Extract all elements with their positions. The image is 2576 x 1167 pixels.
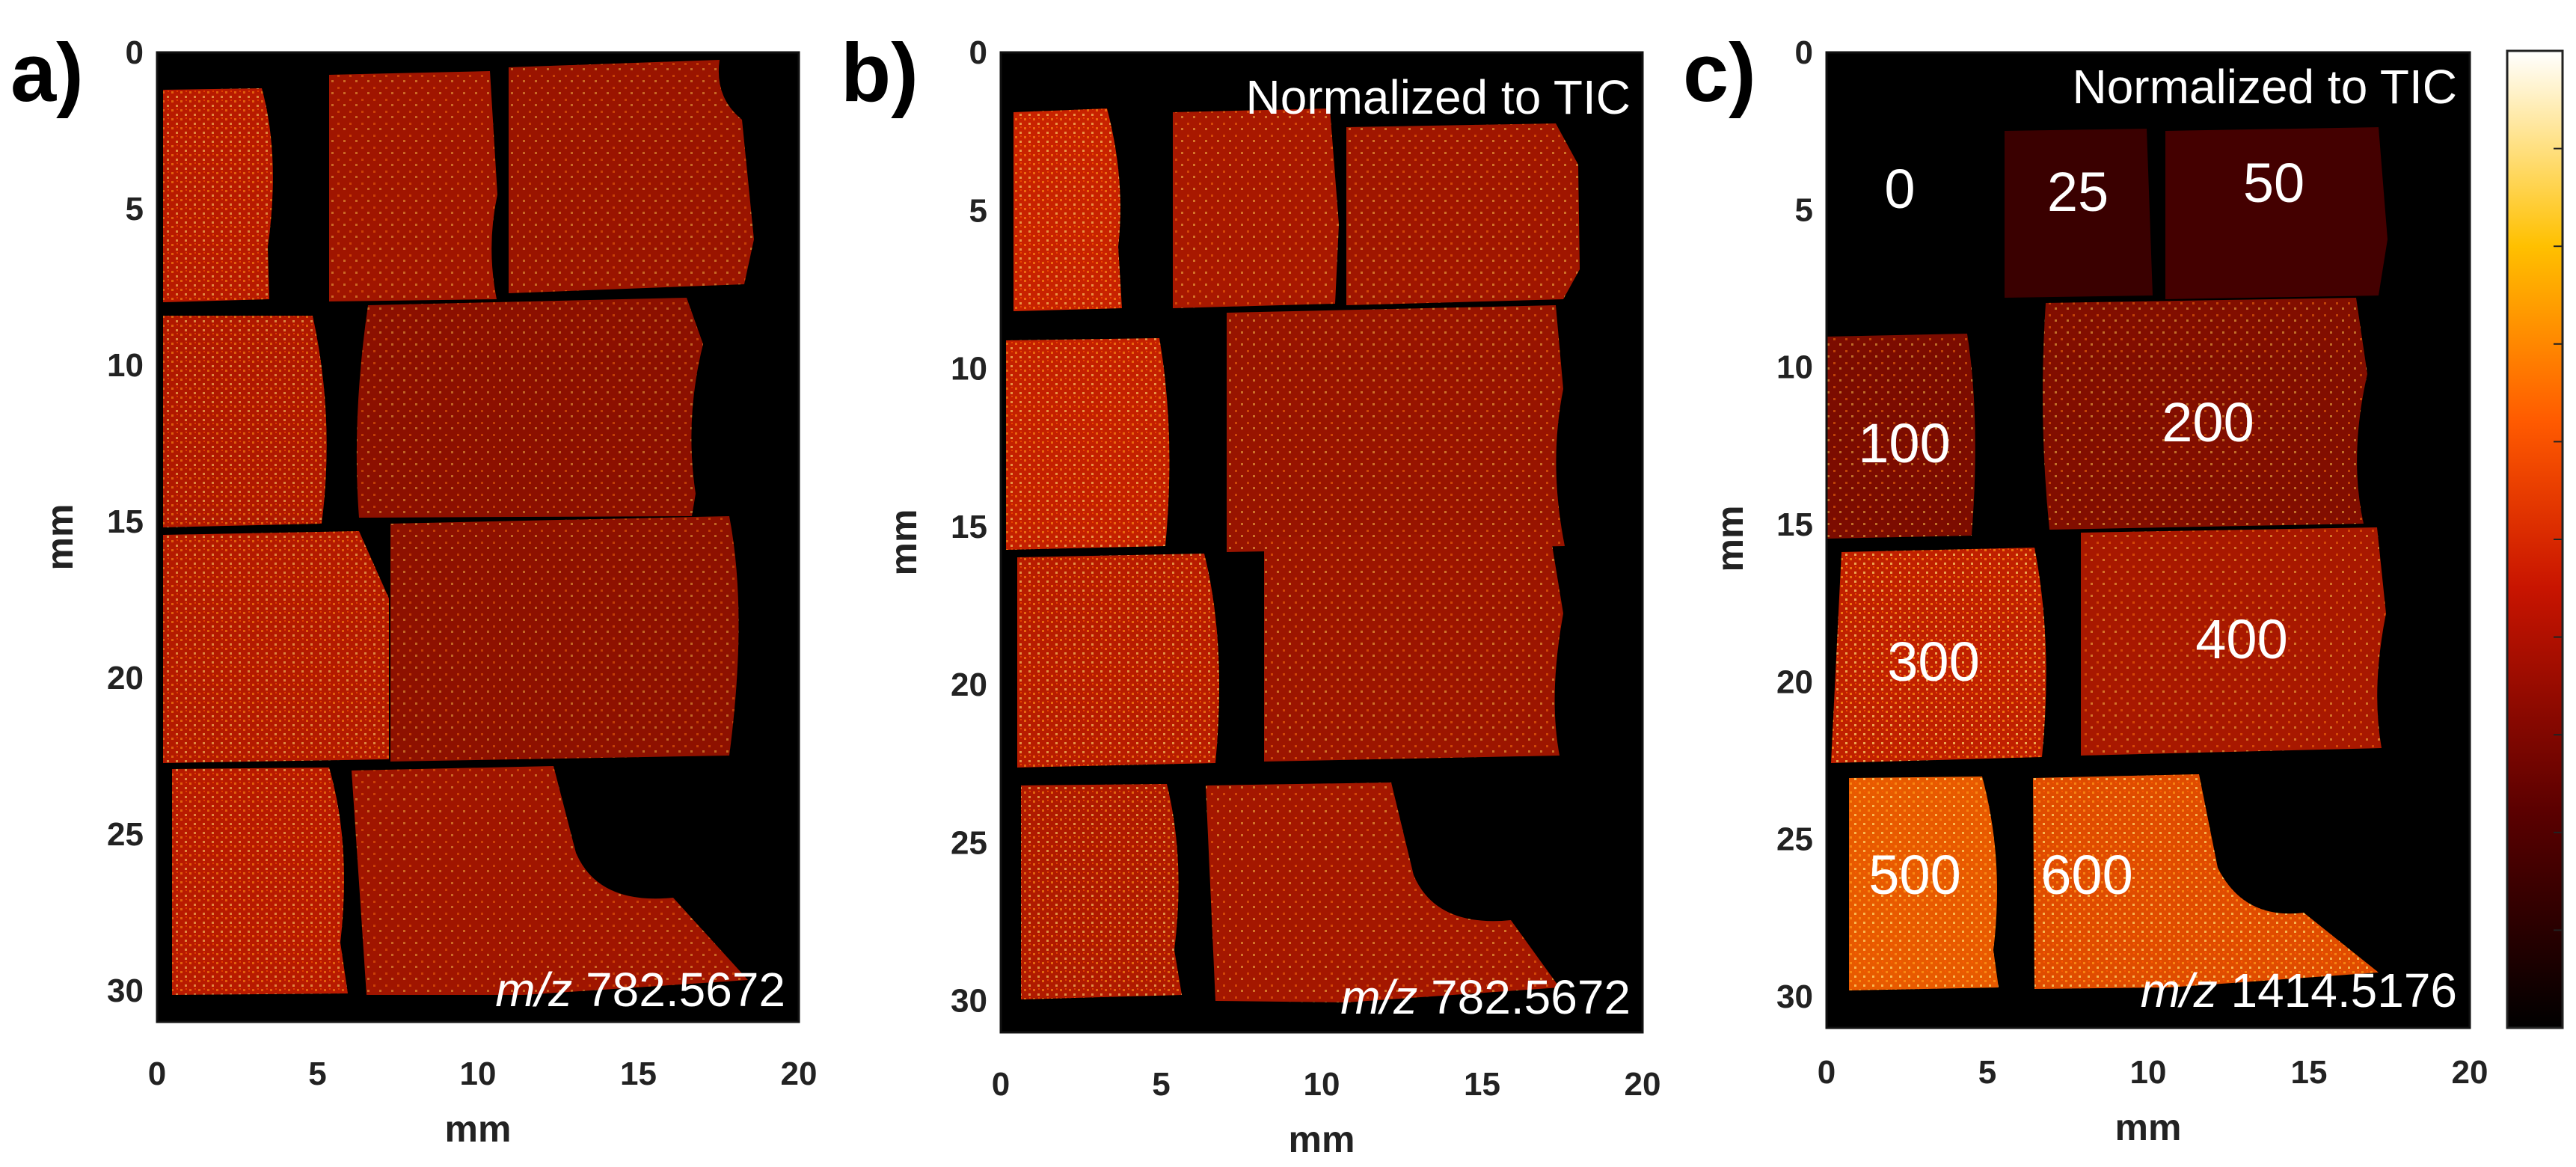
panel-b-mz-label: m/z 782.5672 [1340, 970, 1631, 1024]
concentration-label: 500 [1868, 844, 1960, 906]
panel-c-normalization-note: Normalized to TIC [2072, 60, 2457, 114]
panel-a-label: a) [10, 27, 84, 119]
panel-b-x-axis-title: mm [1289, 1118, 1355, 1160]
panel-c-y-axis-title: mm [1709, 506, 1751, 572]
panel-c-mz-gap [2218, 964, 2231, 1017]
panel-b: b) Normalized to TIC m/z 782.5672 0 5 10 15… [841, 27, 1660, 1160]
panel-b-x-tick-label: 5 [1152, 1066, 1170, 1103]
panel-b-y-tick-label: 10 [951, 351, 987, 388]
concentration-label: 100 [1858, 412, 1950, 474]
panel-b-speckle [1006, 108, 1219, 999]
panel-b-y-tick-label: 0 [969, 34, 987, 71]
panel-b-x-tick-label: 20 [1625, 1066, 1661, 1103]
panel-a: a) m/z 782.5672 0 5 10 15 20 0 5 10 15 20 25 30 mm… [10, 27, 817, 1150]
panel-a-mz-label: m/z 782.5672 [495, 963, 785, 1017]
panel-a-y-tick-label: 10 [107, 347, 144, 384]
panel-c-x-tick-labels: 0 5 10 15 20 [1818, 1054, 2488, 1091]
panel-c-y-tick-labels: 0 5 10 15 20 25 30 [1776, 34, 1813, 1015]
panel-b-y-axis-title: mm [883, 509, 924, 576]
panel-c-tissue-sections [1827, 127, 2388, 990]
colorbar-gradient [2506, 49, 2564, 1029]
panel-b-x-tick-label: 15 [1464, 1066, 1500, 1103]
panel-c-y-tick-label: 0 [1795, 34, 1813, 71]
panel-a-mz-value: 782.5672 [586, 963, 785, 1017]
panel-a-y-tick-label: 20 [107, 660, 144, 696]
panel-b-y-tick-label: 20 [951, 667, 987, 703]
panel-a-tissue-sections [163, 60, 754, 995]
panel-a-y-tick-label: 25 [107, 816, 144, 853]
colorbar-ticks [2554, 147, 2563, 931]
panel-a-y-tick-label: 30 [107, 972, 144, 1009]
panel-b-y-tick-label: 15 [951, 509, 987, 545]
panel-c-y-tick-label: 10 [1776, 349, 1813, 386]
panel-c-speckle [1827, 298, 2386, 756]
panel-b-tissue-sections [1006, 108, 1580, 1002]
panel-c-mz-label: m/z 1414.5176 [2141, 964, 2457, 1017]
panel-c-y-tick-label: 15 [1776, 506, 1813, 543]
panel-b-frame [999, 51, 1644, 1034]
panel-b-mz-value: 782.5672 [1431, 970, 1631, 1024]
panel-a-y-axis-title: mm [39, 504, 81, 571]
panel-a-speckle [163, 88, 389, 995]
colorbar [2506, 49, 2564, 1029]
panel-c-x-tick-label: 5 [1978, 1054, 1996, 1091]
panel-c-speckle [1831, 548, 2379, 990]
panel-b-x-tick-labels: 0 5 10 15 20 [992, 1066, 1661, 1103]
panel-c-y-tick-label: 30 [1776, 978, 1813, 1015]
panel-c-y-tick-label: 25 [1776, 821, 1813, 858]
panel-a-x-axis-title: mm [445, 1108, 512, 1150]
concentration-label: 600 [2040, 844, 2132, 906]
panel-a-x-tick-label: 5 [308, 1056, 326, 1092]
panel-a-mz-gap [572, 963, 586, 1017]
panel-b-mz-prefix: m/z [1340, 970, 1417, 1024]
panel-b-mz-gap [1417, 970, 1431, 1024]
panel-c-section [2165, 127, 2388, 299]
panel-c-frame [1825, 51, 2471, 1029]
panel-b-speckle [1173, 108, 1580, 1002]
panel-a-x-tick-label: 10 [460, 1056, 497, 1092]
concentration-label: 50 [2243, 152, 2304, 214]
panel-b-x-tick-label: 10 [1304, 1066, 1340, 1103]
panel-c-y-tick-label: 20 [1776, 664, 1813, 700]
panel-c-mz-value: 1414.5176 [2230, 964, 2457, 1017]
panel-b-y-tick-label: 25 [951, 824, 987, 861]
panel-c-label: c) [1683, 27, 1756, 119]
panel-a-y-tick-label: 5 [126, 191, 144, 227]
panel-b-y-tick-label: 5 [969, 192, 987, 229]
panel-b-normalization-note: Normalized to TIC [1245, 70, 1631, 124]
concentration-label: 25 [2047, 161, 2109, 223]
panel-c: c) Normalized to TIC 0 25 50 100 200 300… [1683, 27, 2488, 1148]
panel-a-mz-prefix: m/z [495, 963, 572, 1017]
panel-a-x-tick-label: 0 [148, 1056, 166, 1092]
panel-c-x-tick-label: 20 [2452, 1054, 2488, 1091]
panel-c-x-tick-label: 15 [2291, 1054, 2328, 1091]
panel-c-x-axis-title: mm [2115, 1106, 2182, 1148]
panel-c-x-tick-label: 0 [1818, 1054, 1836, 1091]
panel-a-y-tick-labels: 0 5 10 15 20 25 30 [107, 34, 144, 1009]
panel-c-mz-prefix: m/z [2141, 964, 2218, 1017]
concentration-label: 400 [2195, 608, 2287, 670]
concentration-label: 0 [1884, 158, 1915, 220]
panel-a-speckle [329, 60, 754, 995]
panel-c-x-tick-label: 10 [2130, 1054, 2167, 1091]
concentration-label: 200 [2162, 391, 2254, 453]
panel-a-x-tick-label: 15 [620, 1056, 657, 1092]
panel-c-section [2005, 129, 2153, 298]
panel-c-y-tick-label: 5 [1795, 192, 1813, 228]
concentration-label: 300 [1887, 631, 1979, 693]
panel-a-frame [156, 51, 800, 1023]
panel-a-y-tick-label: 15 [107, 503, 144, 540]
panel-b-x-tick-label: 0 [992, 1066, 1010, 1103]
panel-b-y-tick-label: 30 [951, 983, 987, 1020]
panel-a-y-tick-label: 0 [126, 34, 144, 71]
panel-c-concentration-labels: 0 25 50 100 200 300 400 500 600 [1858, 152, 2304, 906]
panel-b-y-tick-labels: 0 5 10 15 20 25 30 [951, 34, 987, 1020]
panel-a-x-tick-labels: 0 5 10 15 20 [148, 1056, 818, 1092]
panel-b-label: b) [841, 27, 919, 119]
panel-a-x-tick-label: 20 [781, 1056, 818, 1092]
